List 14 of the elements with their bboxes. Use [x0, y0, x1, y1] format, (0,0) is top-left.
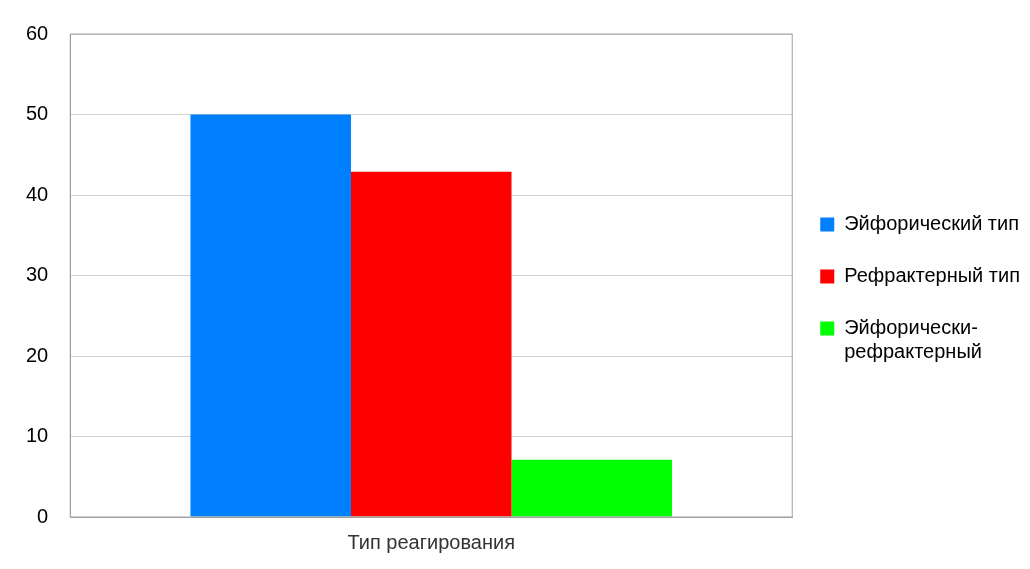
x-tick-label: Тип реагирования — [347, 530, 516, 553]
bar — [190, 114, 351, 517]
bar — [350, 171, 512, 517]
bar — [511, 459, 673, 517]
y-tick-label: 50 — [26, 102, 49, 125]
y-tick-label: 0 — [37, 504, 49, 527]
y-tick-label: 20 — [26, 343, 49, 366]
legend-label: Рефрактерный тип — [844, 264, 1021, 287]
legend-label: Эйфорически-рефрактерный — [844, 316, 982, 363]
y-tick-label: 10 — [26, 424, 49, 447]
y-tick-label: 60 — [26, 21, 49, 44]
y-tick-label: 30 — [26, 263, 49, 286]
legend-label: Эйфорический тип — [844, 212, 1020, 235]
y-tick-label: 40 — [26, 182, 49, 205]
